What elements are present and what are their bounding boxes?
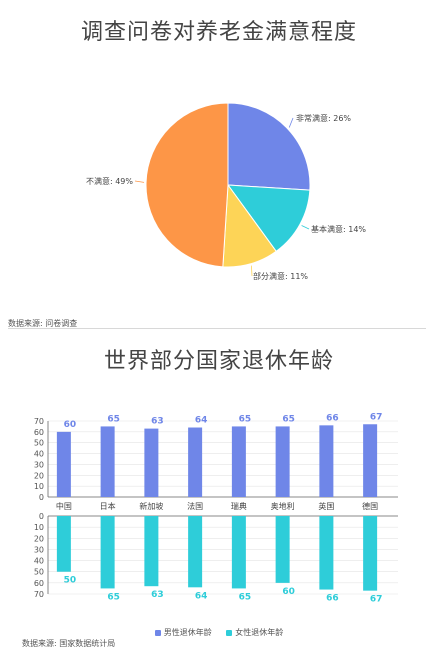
bottom-y-tick: 60	[34, 579, 44, 588]
female-bar-value: 50	[64, 576, 77, 586]
top-y-tick: 10	[34, 482, 44, 491]
male-bar-value: 67	[370, 412, 383, 422]
legend-swatch-female	[226, 629, 233, 636]
bottom-y-tick: 30	[34, 545, 44, 554]
female-bar[interactable]	[363, 516, 378, 591]
legend-label-male: 男性退休年龄	[163, 628, 212, 637]
female-bar-value: 67	[370, 595, 383, 605]
male-bar[interactable]	[100, 426, 115, 497]
female-bar[interactable]	[56, 516, 71, 572]
legend-swatch-male	[154, 629, 161, 636]
male-bar-value: 65	[282, 414, 295, 424]
bottom-y-tick: 0	[39, 512, 44, 521]
female-bar[interactable]	[100, 516, 115, 589]
category-label: 英国	[318, 501, 334, 511]
male-bar[interactable]	[56, 431, 71, 497]
pie-chart: 非常满意: 26% 基本满意: 14% 部分满意: 11% 不满意: 49%	[86, 102, 366, 281]
pie-source-note: 数据来源: 问卷调查	[8, 319, 78, 328]
pie-label-0: 非常满意: 26%	[296, 113, 351, 123]
bottom-y-tick: 70	[34, 590, 44, 599]
category-label: 奥地利	[271, 501, 295, 511]
pie-label-1: 基本满意: 14%	[311, 224, 366, 234]
category-label: 新加坡	[139, 501, 163, 511]
male-bar[interactable]	[188, 427, 203, 497]
female-bar[interactable]	[188, 516, 203, 588]
female-bar-value: 63	[151, 590, 164, 600]
bar-chart-legend: 男性退休年龄 女性退休年龄	[0, 627, 438, 638]
bar-source-note: 数据来源: 国家数据统计局	[22, 639, 116, 648]
bottom-y-tick: 40	[34, 557, 44, 566]
bottom-y-tick: 10	[34, 523, 44, 532]
female-bar-value: 65	[239, 592, 252, 602]
male-bar-value: 65	[239, 414, 252, 424]
top-y-tick: 0	[39, 493, 44, 502]
female-bar-value: 64	[195, 591, 208, 601]
male-bar[interactable]	[231, 426, 246, 497]
pie-label-2: 部分满意: 11%	[253, 271, 308, 281]
pie-slice-0[interactable]	[227, 102, 311, 191]
category-label: 瑞典	[231, 501, 247, 511]
top-y-tick: 50	[34, 439, 44, 448]
pie-leader-3	[134, 180, 145, 183]
legend-item-male[interactable]: 男性退休年龄	[154, 628, 215, 637]
section-divider	[8, 328, 426, 329]
category-label: 法国	[187, 501, 203, 511]
bottom-y-tick: 50	[34, 568, 44, 577]
top-y-tick: 70	[34, 417, 44, 426]
category-label: 德国	[362, 501, 378, 511]
pie-slice-3[interactable]	[145, 102, 229, 268]
female-bar[interactable]	[275, 516, 290, 583]
top-y-tick: 20	[34, 471, 44, 480]
male-bar-value: 66	[326, 413, 339, 423]
top-y-tick: 40	[34, 450, 44, 459]
pie-slice-1[interactable]	[226, 184, 311, 253]
male-bar-value: 63	[151, 417, 164, 427]
top-y-tick: 60	[34, 428, 44, 437]
pie-chart-title: 调查问卷对养老金满意程度	[80, 20, 357, 45]
male-bar[interactable]	[363, 424, 378, 497]
male-bar-value: 64	[195, 416, 208, 426]
female-bar[interactable]	[144, 516, 159, 587]
male-bar[interactable]	[275, 426, 290, 497]
male-bar[interactable]	[319, 425, 334, 497]
bar-chart-title: 世界部分国家退休年龄	[103, 349, 334, 374]
female-bar-value: 65	[107, 592, 120, 602]
legend-item-female[interactable]: 女性退休年龄	[226, 628, 283, 637]
male-bar-value: 60	[64, 420, 77, 430]
female-bar-value: 66	[326, 594, 339, 604]
legend-label-female: 女性退休年龄	[235, 628, 284, 637]
male-bar[interactable]	[144, 428, 159, 497]
category-label: 中国	[56, 501, 72, 511]
female-bar[interactable]	[319, 516, 334, 590]
pie-leader-1	[301, 225, 310, 230]
female-bar[interactable]	[231, 516, 246, 589]
pie-leader-2	[251, 265, 253, 277]
pie-leader-0	[288, 117, 294, 128]
top-y-tick: 30	[34, 460, 44, 469]
pie-label-3: 不满意: 49%	[86, 176, 133, 186]
female-bar-value: 60	[282, 587, 295, 597]
male-bar-value: 65	[107, 414, 120, 424]
bottom-y-tick: 20	[34, 534, 44, 543]
category-label: 日本	[100, 501, 116, 511]
